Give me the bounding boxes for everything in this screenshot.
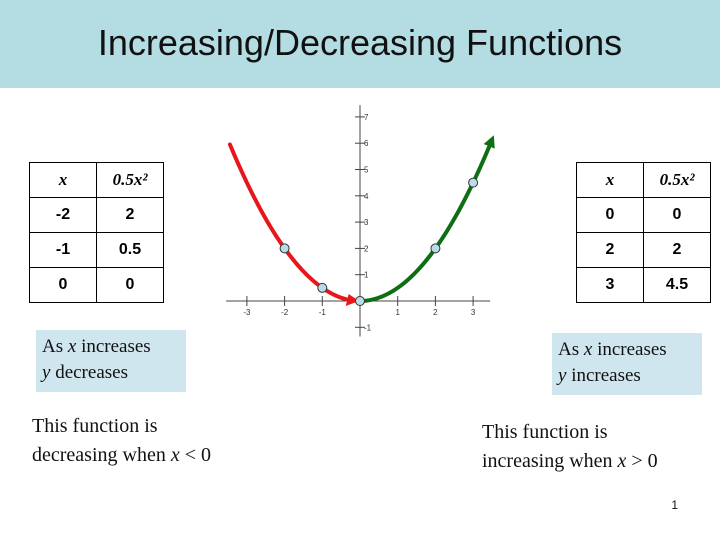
data-point bbox=[317, 282, 328, 293]
note-text: < 0 bbox=[179, 444, 211, 466]
y-tick-label: 1 bbox=[364, 271, 369, 280]
x-tick-label: 2 bbox=[433, 308, 438, 317]
title-band bbox=[0, 0, 720, 88]
box-variable: x bbox=[67, 336, 77, 357]
right-trend-box: As x increases y increases bbox=[552, 333, 702, 395]
left-value-table: x 0.5x² -2 2 -1 0.5 0 0 bbox=[29, 162, 164, 303]
y-tick-label: 5 bbox=[364, 166, 369, 175]
decreasing-curve bbox=[227, 142, 355, 303]
left-table-cell: 0.5 bbox=[96, 232, 164, 268]
y-tick-label: 7 bbox=[364, 113, 369, 122]
right-table-cell: 4.5 bbox=[643, 267, 711, 303]
box-text: decreases bbox=[50, 362, 128, 383]
left-table-header-fx: 0.5x² bbox=[96, 162, 164, 198]
left-table-header-x: x bbox=[29, 162, 97, 198]
data-point bbox=[430, 243, 441, 254]
x-tick-label: 1 bbox=[395, 308, 400, 317]
data-point bbox=[279, 243, 290, 254]
data-point bbox=[468, 177, 479, 188]
x-tick-label: 3 bbox=[471, 308, 476, 317]
right-value-table: x 0.5x² 0 0 2 2 3 4.5 bbox=[576, 162, 711, 303]
box-variable: x bbox=[583, 339, 593, 360]
left-table-cell: 0 bbox=[96, 267, 164, 303]
box-variable: y bbox=[42, 362, 51, 383]
right-note: This function is increasing when x > 0 bbox=[482, 418, 658, 476]
y-tick-label: 6 bbox=[364, 139, 369, 148]
y-tick-label: 2 bbox=[364, 244, 369, 253]
note-text: decreasing when bbox=[32, 444, 171, 466]
decreasing-arrowhead bbox=[345, 294, 359, 306]
increasing-curve bbox=[358, 145, 491, 303]
increasing-arrowhead bbox=[483, 135, 495, 149]
y-tick-label: -1 bbox=[364, 323, 372, 332]
box-text: As bbox=[558, 339, 584, 360]
note-text: > 0 bbox=[626, 450, 658, 472]
left-table-cell: -1 bbox=[29, 232, 97, 268]
y-tick-label: 4 bbox=[364, 192, 369, 201]
x-tick-label: -3 bbox=[243, 308, 251, 317]
right-table-header-fx: 0.5x² bbox=[643, 162, 711, 198]
x-tick-label: -2 bbox=[281, 308, 289, 317]
note-variable: x bbox=[170, 444, 180, 466]
box-text: increases bbox=[566, 365, 641, 386]
page-number: 1 bbox=[671, 498, 678, 512]
box-text: increases bbox=[76, 336, 151, 357]
right-table-cell: 3 bbox=[576, 267, 644, 303]
left-table-cell: 0 bbox=[29, 267, 97, 303]
note-line: This function is bbox=[32, 415, 158, 437]
box-variable: y bbox=[558, 365, 567, 386]
data-point bbox=[355, 296, 365, 306]
note-line: This function is bbox=[482, 421, 608, 443]
note-variable: x bbox=[617, 450, 627, 472]
right-table-cell: 2 bbox=[643, 232, 711, 268]
page-title: Increasing/Decreasing Functions bbox=[97, 22, 623, 63]
left-trend-box: As x increases y decreases bbox=[36, 330, 186, 392]
box-text: As bbox=[42, 336, 68, 357]
right-table-cell: 2 bbox=[576, 232, 644, 268]
x-tick-label: -1 bbox=[319, 308, 327, 317]
note-text: increasing when bbox=[482, 450, 618, 472]
y-tick-label: 3 bbox=[364, 218, 369, 227]
left-note: This function is decreasing when x < 0 bbox=[32, 412, 211, 470]
box-text: increases bbox=[592, 339, 667, 360]
left-table-cell: 2 bbox=[96, 197, 164, 233]
